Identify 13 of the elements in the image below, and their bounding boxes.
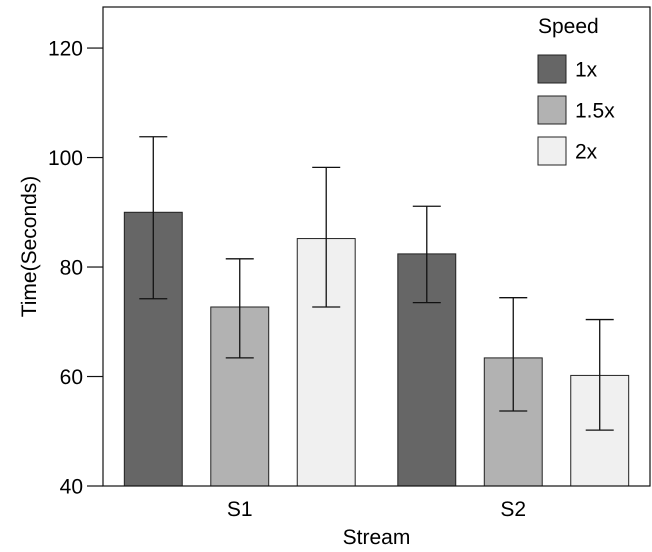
legend-label: 1.5x <box>575 99 616 122</box>
y-tick-label: 100 <box>48 146 83 170</box>
legend-label: 1x <box>575 58 598 82</box>
y-tick-label: 80 <box>60 256 83 280</box>
y-tick-label: 120 <box>48 37 83 60</box>
y-tick-label: 60 <box>60 366 83 389</box>
legend-title: Speed <box>538 15 599 38</box>
x-tick-label: S1 <box>226 498 253 521</box>
x-axis-title: Stream <box>342 526 410 549</box>
y-tick-label: 40 <box>60 475 83 498</box>
y-axis-title: Time(Seconds) <box>18 176 41 318</box>
x-tick-label: S2 <box>500 498 526 521</box>
legend-label: 2x <box>575 140 598 164</box>
